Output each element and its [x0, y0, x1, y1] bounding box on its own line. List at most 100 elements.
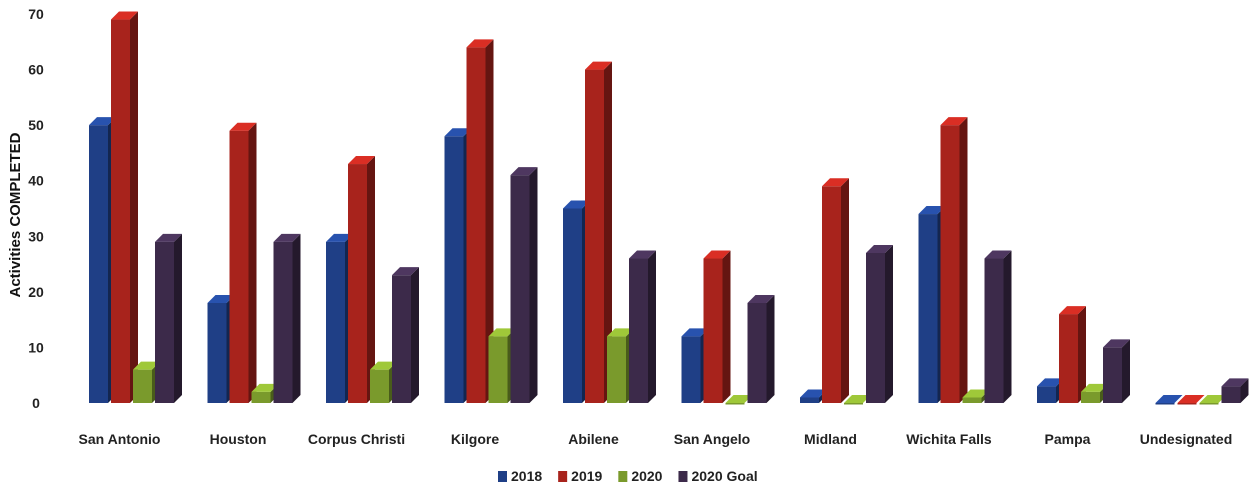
legend-item-2018: 2018 — [498, 468, 542, 484]
bar-top — [703, 250, 731, 259]
bar-midland-2020 — [844, 395, 871, 405]
bar-top — [681, 328, 709, 337]
bar-side — [841, 178, 849, 403]
bar-front — [1155, 403, 1175, 405]
bar-front — [1199, 403, 1219, 405]
bar-top — [607, 328, 634, 337]
bar-top — [466, 39, 494, 48]
legend-item-2019: 2019 — [558, 468, 603, 484]
bar-top — [563, 200, 590, 209]
bar-top — [273, 233, 301, 242]
y-axis-ticks: 0 10 20 30 40 50 60 70 — [28, 6, 44, 411]
bar-side — [1240, 378, 1249, 403]
category-label: Undesignated — [1140, 431, 1233, 447]
bar-corpus-christi-2020-goal — [392, 267, 419, 403]
legend-label: 2019 — [571, 468, 602, 484]
y-tick-label: 30 — [28, 228, 44, 244]
bar-side — [885, 244, 893, 403]
bar-front — [229, 130, 249, 403]
bar-houston-2019 — [229, 122, 257, 403]
category-label: San Antonio — [79, 431, 161, 447]
bar-front — [348, 164, 367, 403]
legend: 2018 2019 2020 2020 Goal — [498, 468, 758, 484]
y-tick-label: 20 — [28, 284, 44, 300]
bar-side — [959, 117, 968, 404]
bar-front — [1221, 386, 1241, 403]
category-label: Pampa — [1045, 431, 1091, 447]
bar-top — [984, 250, 1012, 259]
bar-top — [111, 11, 138, 20]
bar-wichita-falls-2019 — [940, 117, 968, 404]
bar-side — [1122, 339, 1130, 403]
bar-san-angelo-2019 — [703, 250, 731, 403]
bar-pampa-2019 — [1059, 306, 1086, 403]
bar-abilene-2019 — [585, 61, 612, 404]
bar-front — [370, 369, 389, 403]
bar-top — [370, 361, 397, 370]
bar-top — [1155, 395, 1183, 403]
legend-item-2020-goal: 2020 Goal — [678, 468, 758, 484]
bar-midland-2019 — [822, 178, 849, 403]
bar-front — [725, 403, 745, 405]
y-tick-label: 0 — [32, 395, 40, 411]
legend-item-2020: 2020 — [618, 468, 663, 484]
bar-front — [155, 241, 174, 403]
bar-top — [1037, 378, 1064, 387]
bar-top — [725, 395, 753, 403]
bar-front — [1059, 314, 1078, 403]
bar-side — [766, 294, 775, 403]
bar-front — [1081, 391, 1100, 403]
bar-front — [392, 275, 411, 403]
bar-san-angelo-2020-goal — [747, 294, 775, 403]
bar-side — [604, 61, 612, 403]
bar-top — [326, 233, 353, 242]
bar-front — [940, 125, 960, 404]
bar-top — [962, 389, 990, 398]
bar-top — [1221, 378, 1249, 387]
bar-front — [800, 397, 819, 403]
bar-wichita-falls-2020-goal — [984, 250, 1012, 403]
y-axis-label: Activities COMPLETED — [7, 132, 24, 297]
bar-top — [251, 383, 279, 392]
bar-midland-2020-goal — [866, 244, 893, 403]
bar-side — [292, 233, 301, 403]
legend-label: 2020 — [631, 468, 662, 484]
bar-front — [326, 241, 345, 403]
bar-front — [822, 186, 841, 403]
bar-undesignated-2018 — [1155, 395, 1183, 405]
bar-front — [1103, 347, 1122, 403]
bar-san-antonio-2019 — [111, 11, 138, 404]
y-tick-label: 60 — [28, 62, 44, 78]
bar-kilgore-2020-goal — [510, 167, 538, 403]
bar-side — [367, 156, 375, 403]
bar-top — [1177, 395, 1205, 403]
bar-top — [918, 206, 946, 215]
bar-front — [703, 258, 723, 403]
bar-front — [866, 252, 885, 403]
category-label: San Angelo — [674, 431, 751, 447]
category-label: Midland — [804, 431, 857, 447]
bar-front — [510, 175, 530, 403]
legend-swatch — [558, 471, 568, 482]
bar-top — [1199, 395, 1227, 403]
bar-front — [133, 369, 152, 403]
bar-side — [1003, 250, 1012, 403]
bars — [89, 11, 1249, 405]
bar-top — [392, 267, 419, 276]
bar-san-angelo-2020 — [725, 395, 753, 405]
y-tick-label: 10 — [28, 339, 44, 355]
category-label: Corpus Christi — [308, 431, 405, 447]
bar-front — [563, 208, 582, 403]
bar-side — [130, 11, 138, 404]
bar-front — [962, 397, 982, 403]
bar-top — [1081, 383, 1108, 392]
bar-top — [800, 389, 827, 398]
x-axis-categories: San Antonio Houston Corpus Christi Kilgore A… — [79, 431, 1233, 447]
bar-undesignated-2020 — [1199, 395, 1227, 405]
bar-top — [348, 156, 375, 165]
y-tick-label: 40 — [28, 173, 44, 189]
bar-corpus-christi-2019 — [348, 156, 375, 403]
legend-swatch — [618, 471, 628, 482]
category-label: Houston — [210, 431, 267, 447]
bar-front — [111, 19, 130, 404]
